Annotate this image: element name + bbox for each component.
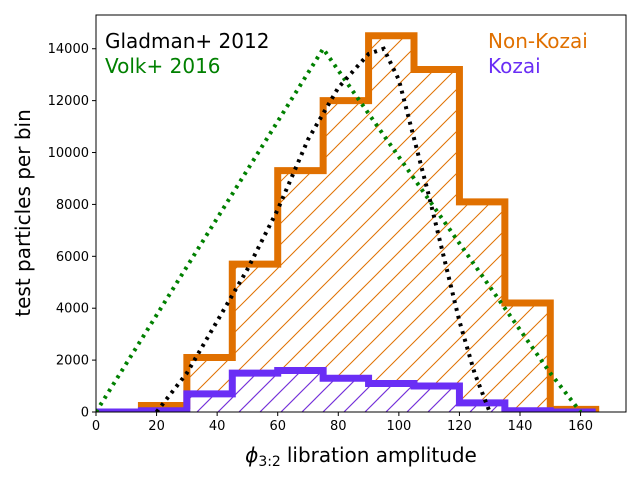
x-tick-label: 100 [386,419,411,434]
x-tick-label: 160 [568,419,593,434]
x-axis-ticks: 0 20 40 60 80 100 120 140 160 [92,412,593,434]
y-tick-label: 0 [81,406,89,421]
legend-volk-2016: Volk+ 2016 [105,54,221,78]
gladman-2012-dotted-line [154,46,492,412]
y-tick-label: 10000 [48,146,89,161]
x-tick-label: 140 [508,419,533,434]
x-axis-label: ϕ3:2 libration amplitude [245,443,477,470]
y-axis-ticks: 0 2000 4000 6000 8000 10000 12000 14000 [48,42,96,421]
x-tick-label: 80 [330,419,347,434]
legend-non-kozai: Non-Kozai [488,29,588,53]
non-kozai-hatch-fill [96,35,596,412]
y-tick-label: 6000 [56,250,89,265]
kozai-hatch-fill [96,370,596,412]
x-tick-label: 20 [148,419,165,434]
legend-kozai: Kozai [488,54,541,78]
x-tick-label: 0 [92,419,100,434]
plot-frame [95,14,627,413]
legend-gladman-2012: Gladman+ 2012 [105,29,269,53]
kozai-histogram-outline [96,366,596,412]
volk-2016-dotted-line [96,45,583,412]
y-tick-label: 12000 [48,94,89,109]
x-tick-label: 120 [447,419,472,434]
y-axis-label: test particles per bin [11,109,35,316]
y-tick-label: 2000 [56,354,89,369]
x-tick-label: 40 [209,419,226,434]
x-tick-label: 60 [269,419,286,434]
y-tick-label: 14000 [48,42,89,57]
y-tick-label: 4000 [56,302,89,317]
y-tick-label: 8000 [56,198,89,213]
